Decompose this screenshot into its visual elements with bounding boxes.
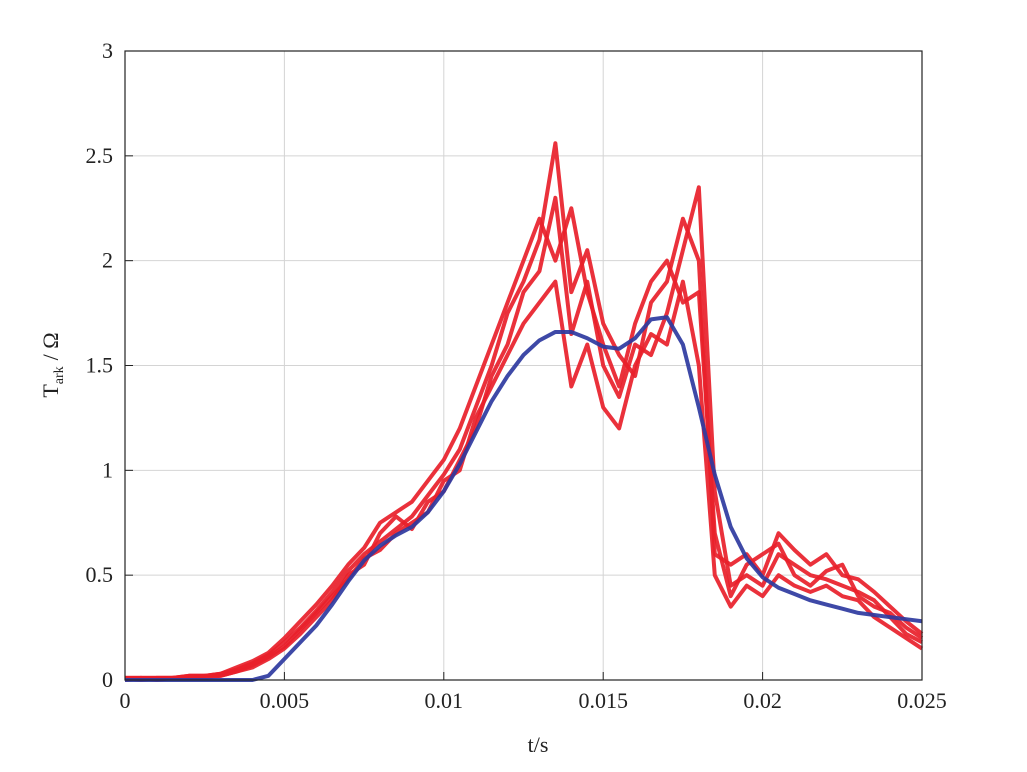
x-tick-label: 0.02: [743, 688, 782, 713]
series-line: [124, 206, 924, 682]
y-tick-label: 1: [102, 457, 113, 482]
y-tick-label: 3: [102, 38, 113, 63]
y-tick-label: 0.5: [86, 562, 114, 587]
x-axis-label: t/s: [528, 732, 549, 757]
y-tick-label: 2.5: [86, 143, 114, 168]
series-line: [125, 315, 923, 682]
y-label-unit: / Ω: [38, 332, 63, 360]
y-label-base: T: [38, 384, 63, 398]
plot-frame: [124, 50, 923, 681]
y-tick-label: 0: [102, 667, 113, 692]
y-label-sub: ark: [52, 366, 67, 384]
x-tick-label: 0.01: [425, 688, 464, 713]
y-axis-label: Tark / Ω: [38, 332, 67, 397]
x-tick-label: 0.005: [260, 688, 310, 713]
x-tick-label: 0.015: [578, 688, 628, 713]
x-tick-label: 0.025: [897, 688, 947, 713]
y-tick-label: 1.5: [86, 353, 114, 378]
series-line: [125, 279, 924, 682]
y-tick-label: 2: [102, 248, 113, 273]
x-tick-label: 0: [120, 688, 131, 713]
